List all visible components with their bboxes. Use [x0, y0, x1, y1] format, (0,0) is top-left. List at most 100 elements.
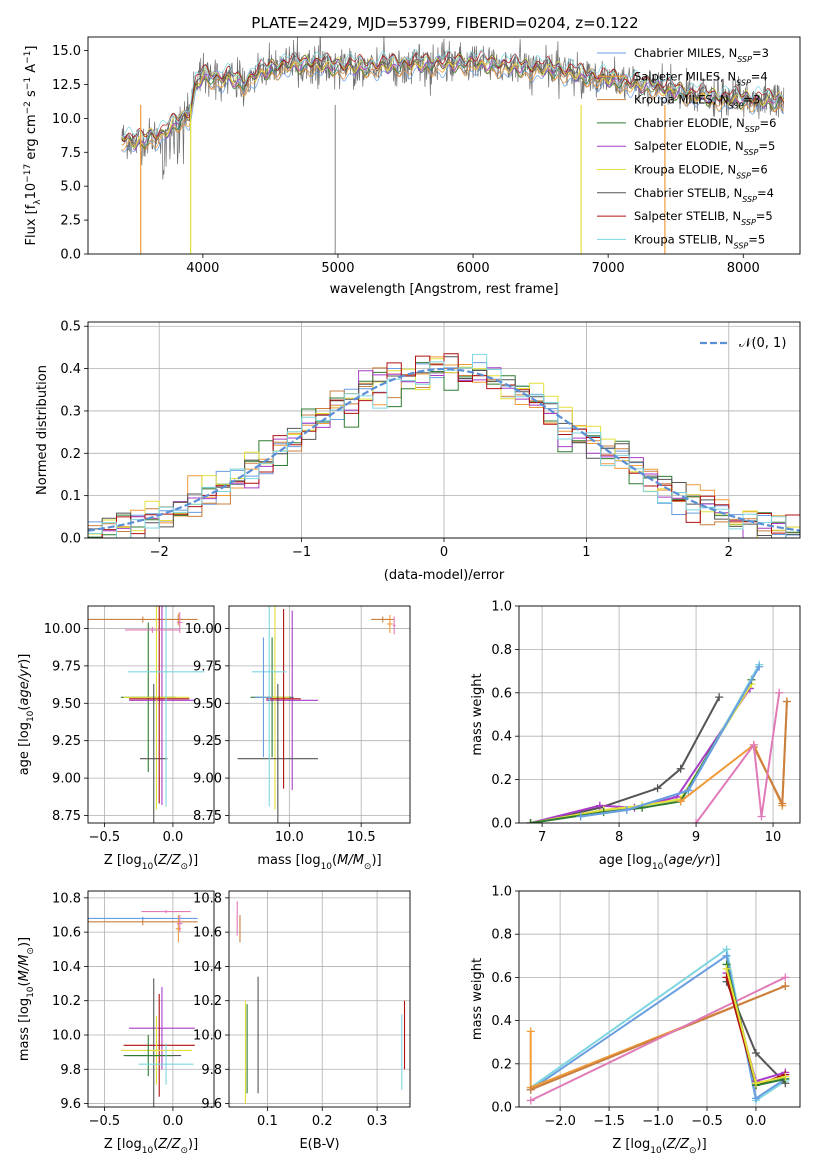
errorbar-point: [123, 1035, 173, 1077]
y-tick-label: 9.8: [60, 1063, 81, 1078]
y-tick-label: 0.5: [60, 320, 81, 335]
y-tick-label: 0.8: [491, 643, 512, 658]
errorbar-point: [123, 606, 190, 810]
errorbar-point: [141, 909, 191, 914]
mass-weight-line: [580, 666, 761, 818]
x-axis-label: Z [log10(Z/Z⊙)]: [104, 853, 198, 872]
spectrum-panel: 4000 5000 6000 7000 8000 0.0 2.5 5.0 7.5 10.0 12.5…: [23, 36, 801, 297]
x-tick-label: 0: [440, 545, 448, 560]
errorbar-point: [371, 616, 395, 623]
legend-entry-label: Kroupa STELIB, NSSP=5: [634, 232, 765, 250]
y-tick-label: 9.8: [201, 1063, 222, 1078]
errorbar-point: [251, 606, 287, 807]
errorbar-point: [120, 1016, 193, 1085]
figure-title: PLATE=2429, MJD=53799, FIBERID=0204, z=0…: [251, 14, 638, 32]
y-tick-label: 10.2: [193, 994, 222, 1009]
y-tick-label: 9.25: [52, 734, 81, 749]
mass-weight-marker: [778, 799, 787, 808]
mass-weight-marker: [526, 1085, 535, 1094]
mass-weight-line: [530, 687, 751, 823]
y-tick-label: 10.0: [193, 1029, 222, 1044]
x-tick-label: 2: [725, 545, 733, 560]
mass-weight-line: [530, 679, 753, 823]
mass-weight-marker: [751, 1079, 760, 1088]
mass-weight-marker: [526, 819, 535, 823]
y-tick-label: 0.8: [491, 928, 512, 943]
axes-frame: [87, 890, 215, 1108]
model-spectrum-line: [121, 59, 785, 151]
y-tick-label: 0.3: [60, 404, 81, 419]
x-tick-label: 0.0: [163, 1114, 184, 1129]
y-tick-label: 0.0: [60, 532, 81, 547]
y-axis-label: Normed distribution: [35, 365, 50, 495]
y-tick-label: 5.0: [60, 180, 81, 195]
y-axis-label: age [log10(age/yr)]: [17, 654, 36, 776]
y-tick-label: 9.00: [52, 772, 81, 787]
axes-frame: [518, 605, 801, 824]
x-tick-label: −1.5: [593, 1114, 625, 1129]
mass-weight-marker: [676, 797, 685, 806]
legend-entry-label: Chabrier MILES, NSSP=3: [634, 46, 769, 64]
mass-weight-marker: [526, 1096, 535, 1105]
errorbar-point: [387, 614, 393, 633]
y-tick-label: 9.75: [193, 659, 222, 674]
y-axis-label: mass weight: [470, 673, 485, 755]
y-tick-label: 1.0: [491, 885, 512, 900]
x-axis-label: Z [log10(Z/Z⊙)]: [104, 1137, 198, 1156]
y-tick-label: 12.5: [52, 78, 81, 93]
x-tick-label: 7: [538, 830, 546, 845]
y-tick-label: 10.8: [52, 891, 81, 906]
errorbar-point: [266, 610, 319, 791]
mass-weight-line: [530, 696, 721, 823]
y-tick-label: 9.6: [60, 1097, 81, 1112]
y-tick-label: 10.6: [52, 926, 81, 941]
y-tick-label: 0.1: [60, 489, 81, 504]
plot-area: [88, 353, 800, 538]
x-tick-label: 0.0: [746, 1114, 767, 1129]
legend-entry-label: Kroupa ELODIE, NSSP=6: [634, 163, 768, 181]
axes-frame: [228, 605, 411, 824]
x-tick-label: 0.0: [163, 830, 184, 845]
mass-weight-marker: [782, 697, 791, 706]
y-tick-label: 1.0: [491, 600, 512, 615]
mass-weight-marker: [692, 819, 701, 823]
normal-curve-line: [88, 367, 800, 532]
x-tick-label: 5000: [321, 261, 354, 276]
y-tick-label: 10.2: [52, 994, 81, 1009]
plot-area: [88, 606, 205, 823]
y-tick-label: 0.4: [60, 362, 81, 377]
mass-weight-marker: [622, 805, 631, 814]
errorbar-point: [237, 683, 319, 823]
age-vs-mass-panel: 10.0 10.5 8.75 9.00 9.25 9.50 9.75 10.00 mass [l…: [185, 605, 411, 872]
y-tick-label: 10.4: [52, 960, 81, 975]
mass-weight-marker: [749, 740, 758, 749]
y-tick-label: 9.00: [193, 772, 222, 787]
x-tick-label: 0.2: [312, 1114, 333, 1129]
legend-entry-label: Salpeter STELIB, NSSP=5: [634, 209, 773, 227]
y-tick-label: 0.6: [491, 971, 512, 986]
plot-area: [237, 606, 396, 823]
mass-weight-line: [695, 692, 781, 823]
axes-frame: [228, 890, 411, 1108]
y-tick-label: 10.0: [52, 1029, 81, 1044]
x-axis-label: (data-model)/error: [384, 568, 505, 583]
plot-area: [121, 37, 785, 254]
mass-vs-extinction-panel: 0.1 0.2 0.3 9.6 9.8 10.0 10.2 10.4 10.6 10.8 E(B-V…: [193, 890, 411, 1152]
y-tick-label: 0.2: [491, 1057, 512, 1072]
y-tick-label: 8.75: [52, 809, 81, 824]
mass-weight-line: [580, 664, 761, 818]
mass-weight-marker: [775, 688, 784, 697]
x-tick-label: 8000: [727, 261, 760, 276]
mass-weight-marker: [684, 786, 693, 795]
y-tick-label: 0.0: [491, 1101, 512, 1116]
errorbar-point: [127, 606, 205, 807]
mass-weight-marker: [595, 801, 604, 810]
mass-weight-marker: [755, 662, 764, 671]
x-axis-label: age [log10(age/yr)]: [599, 853, 721, 872]
legend-entry-label: Salpeter ELODIE, NSSP=5: [634, 139, 775, 157]
mass-weight-marker: [781, 982, 790, 991]
mass-weight-line: [530, 976, 786, 1102]
plot-area: [526, 660, 791, 823]
mass-weight-marker: [781, 1072, 790, 1081]
mass-weight-marker: [751, 1049, 760, 1057]
